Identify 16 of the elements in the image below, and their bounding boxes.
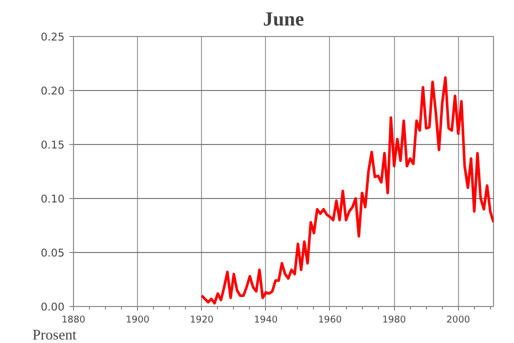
y-tick-label: 0.20: [40, 84, 65, 98]
y-tick-label: 0.05: [40, 246, 65, 260]
x-tick-label: 1940: [254, 314, 278, 326]
x-tick-label: 2000: [446, 314, 470, 326]
y-axis-title: Prosent: [32, 328, 76, 343]
x-tick-label: 1960: [318, 314, 342, 326]
y-tick-label: 0.00: [40, 300, 65, 314]
x-tick-label: 1880: [62, 314, 86, 326]
chart-title: June: [262, 8, 304, 30]
y-tick-label: 0.15: [40, 138, 65, 152]
y-tick-label: 0.25: [40, 30, 65, 44]
y-tick-label: 0.10: [40, 192, 65, 206]
x-tick-label: 1920: [190, 314, 214, 326]
line-series: [200, 76, 494, 305]
x-tick-label: 1980: [382, 314, 406, 326]
x-tick-label: 1900: [126, 314, 150, 326]
